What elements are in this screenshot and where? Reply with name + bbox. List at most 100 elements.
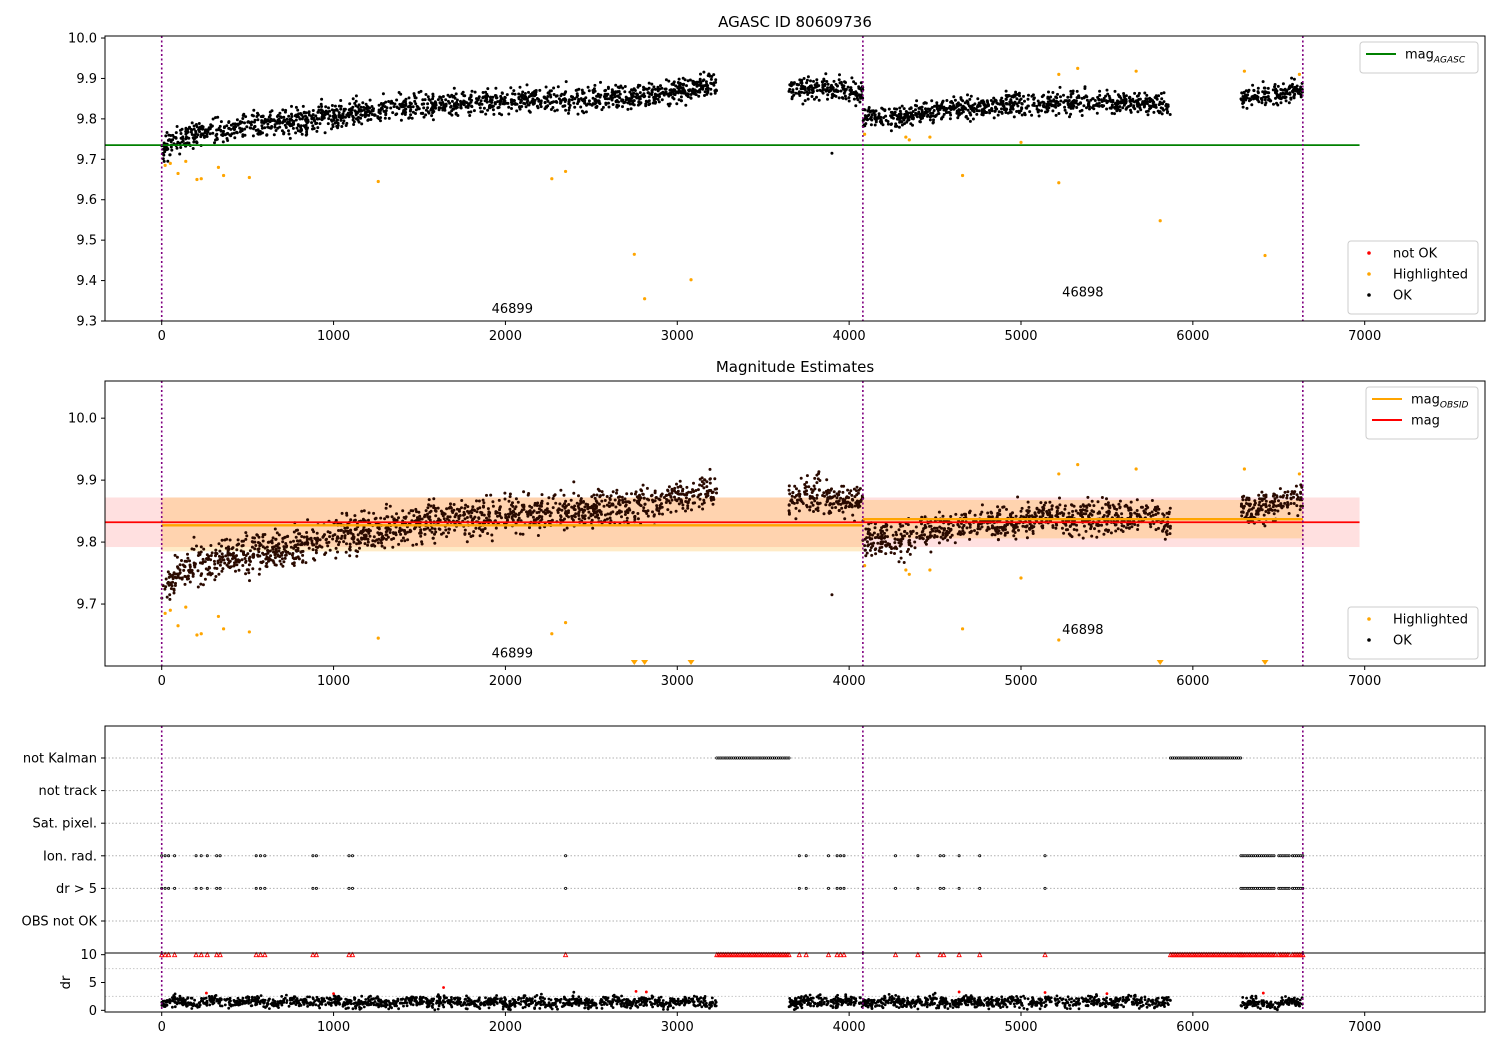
data-point-ok	[859, 500, 863, 503]
data-point-ok	[184, 126, 188, 130]
data-point-ok	[809, 79, 812, 83]
data-point-ok	[1135, 498, 1139, 502]
data-point-ok	[1102, 96, 1106, 100]
data-point-ok	[815, 95, 818, 99]
data-point-ok	[354, 549, 358, 553]
data-point-ok	[614, 100, 618, 104]
data-point-ok	[330, 108, 334, 112]
data-point-ok	[572, 491, 576, 495]
data-point-ok	[881, 525, 885, 528]
data-point-ok	[381, 92, 385, 96]
data-point-ok	[1100, 496, 1104, 499]
data-point-ok	[712, 83, 716, 87]
data-point-ok	[306, 118, 310, 122]
data-point-ok	[651, 498, 654, 502]
data-point-ok	[827, 511, 831, 515]
data-point-ok	[1143, 91, 1147, 95]
data-point-ok	[1017, 111, 1021, 115]
data-point-ok	[192, 547, 196, 551]
data-point-ok	[1146, 113, 1150, 117]
data-point-ok	[1141, 100, 1145, 104]
data-point-ok	[221, 567, 225, 571]
data-point-ok	[795, 87, 799, 91]
obsid-label: 46899	[492, 302, 533, 317]
data-point-ok	[941, 537, 945, 541]
data-point-ok	[703, 94, 706, 97]
data-point-ok	[332, 116, 336, 120]
data-point-ok	[867, 106, 871, 109]
data-point-ok	[477, 517, 481, 520]
data-point-ok	[330, 104, 334, 107]
data-point-ok	[245, 534, 249, 538]
data-point-ok	[858, 504, 862, 508]
data-point-ok	[963, 101, 967, 105]
data-point-ok	[286, 535, 290, 538]
data-point-ok	[266, 122, 270, 126]
data-point-ok	[310, 116, 314, 120]
data-point-ok	[344, 115, 347, 119]
data-point-ok	[1263, 98, 1267, 102]
data-point-ok	[253, 124, 257, 128]
data-point-ok	[555, 100, 559, 104]
data-point-ok	[523, 102, 527, 106]
data-point-ok	[1018, 94, 1021, 98]
data-point-ok	[825, 478, 829, 482]
data-point-ok	[918, 120, 922, 123]
data-point-ok	[367, 511, 371, 515]
data-point-ok	[324, 111, 327, 115]
data-point-ok	[1093, 527, 1096, 531]
data-point-ok	[311, 109, 315, 112]
data-point-ok	[562, 493, 566, 497]
data-point-ok	[709, 87, 713, 91]
data-point-ok	[472, 109, 476, 113]
data-point-ok	[582, 111, 586, 115]
data-point-ok	[1159, 92, 1163, 95]
data-point-ok	[498, 112, 501, 116]
data-point-ok	[307, 546, 311, 550]
data-point-ok	[685, 493, 689, 497]
data-point-ok	[870, 553, 874, 557]
legend-label-text: Highlighted	[1393, 268, 1468, 283]
data-point-ok	[1264, 101, 1268, 105]
data-point-ok	[523, 92, 527, 95]
data-point-ok	[595, 105, 599, 109]
data-point-ok	[924, 107, 927, 111]
data-point-ok	[676, 81, 680, 84]
data-point-ok	[447, 527, 451, 531]
data-point-ok	[1163, 537, 1167, 541]
data-point-ok	[247, 571, 251, 575]
data-point-ok	[539, 508, 543, 512]
data-point-ok	[1121, 99, 1125, 102]
data-point-ok	[336, 536, 340, 540]
data-point-ok	[426, 110, 430, 114]
data-point-ok	[421, 111, 425, 115]
data-point-ok	[805, 492, 809, 496]
data-point-ok	[1260, 98, 1264, 102]
data-point-ok	[1272, 102, 1275, 106]
data-point-ok	[209, 544, 213, 547]
data-point-ok	[571, 95, 575, 99]
data-point-ok	[787, 512, 791, 516]
data-point-ok	[315, 117, 319, 120]
data-point-ok	[617, 502, 621, 506]
data-point-ok	[194, 132, 198, 136]
data-point-ok	[356, 118, 360, 122]
data-point-ok	[337, 111, 341, 115]
data-point-ok	[344, 550, 348, 554]
data-point-ok	[221, 558, 225, 562]
data-point-ok	[324, 538, 328, 542]
data-point-ok	[977, 101, 981, 105]
data-point-ok	[1015, 110, 1019, 113]
data-point-ok	[841, 490, 845, 494]
data-point-highlighted	[168, 161, 172, 165]
data-point-ok	[615, 94, 619, 98]
data-point-ok	[531, 515, 535, 519]
data-point-ok	[1042, 104, 1045, 108]
data-point-ok	[508, 495, 512, 499]
data-point-ok	[1058, 496, 1061, 500]
data-point-ok	[1001, 99, 1005, 103]
data-point-ok	[1108, 98, 1112, 102]
data-point-ok	[532, 101, 536, 105]
data-point-ok	[348, 548, 352, 552]
data-point-ok	[593, 99, 597, 103]
